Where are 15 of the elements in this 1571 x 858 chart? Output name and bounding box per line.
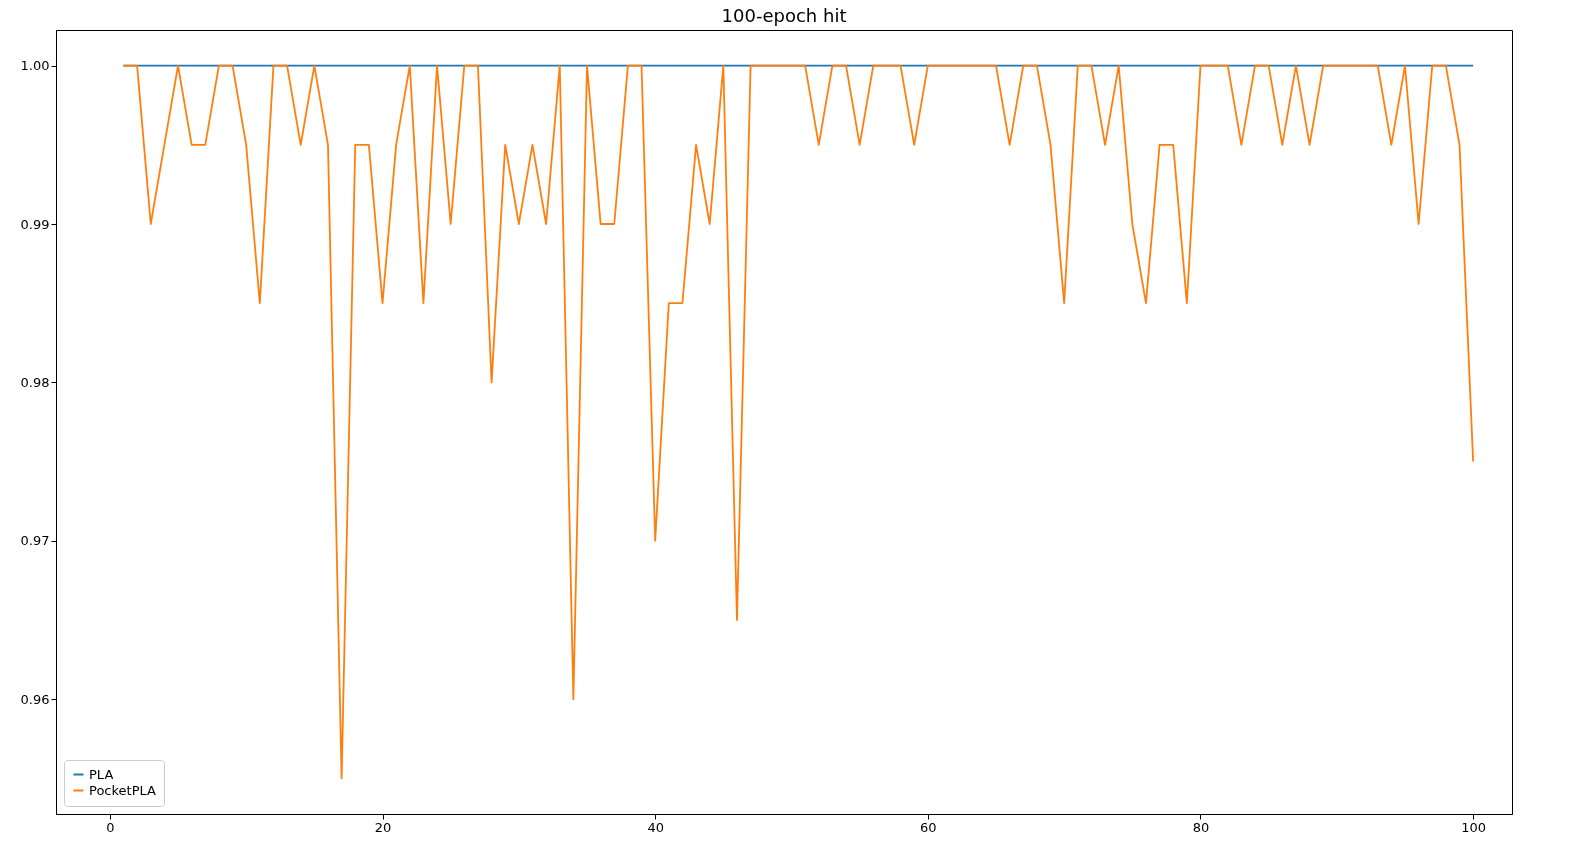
x-tick-label: 20 <box>374 819 392 835</box>
x-tick-label: 40 <box>647 819 664 835</box>
y-tick-label: 1.00 <box>20 58 50 74</box>
x-tick-label: 60 <box>920 819 937 835</box>
x-tick-label: 0 <box>106 819 115 835</box>
y-tick-label: 0.98 <box>20 374 50 390</box>
line-series <box>122 64 1475 780</box>
legend-label: PocketPLA <box>89 782 157 798</box>
y-tick-label: 0.96 <box>20 691 50 707</box>
legend-label: PLA <box>89 766 114 782</box>
chart-title: 100-epoch hit <box>721 5 847 26</box>
y-tick-label: 0.97 <box>20 533 50 549</box>
x-tick-label: 80 <box>1192 819 1210 835</box>
x-tick-label: 100 <box>1461 819 1487 835</box>
y-tick-label: 0.99 <box>20 216 50 232</box>
